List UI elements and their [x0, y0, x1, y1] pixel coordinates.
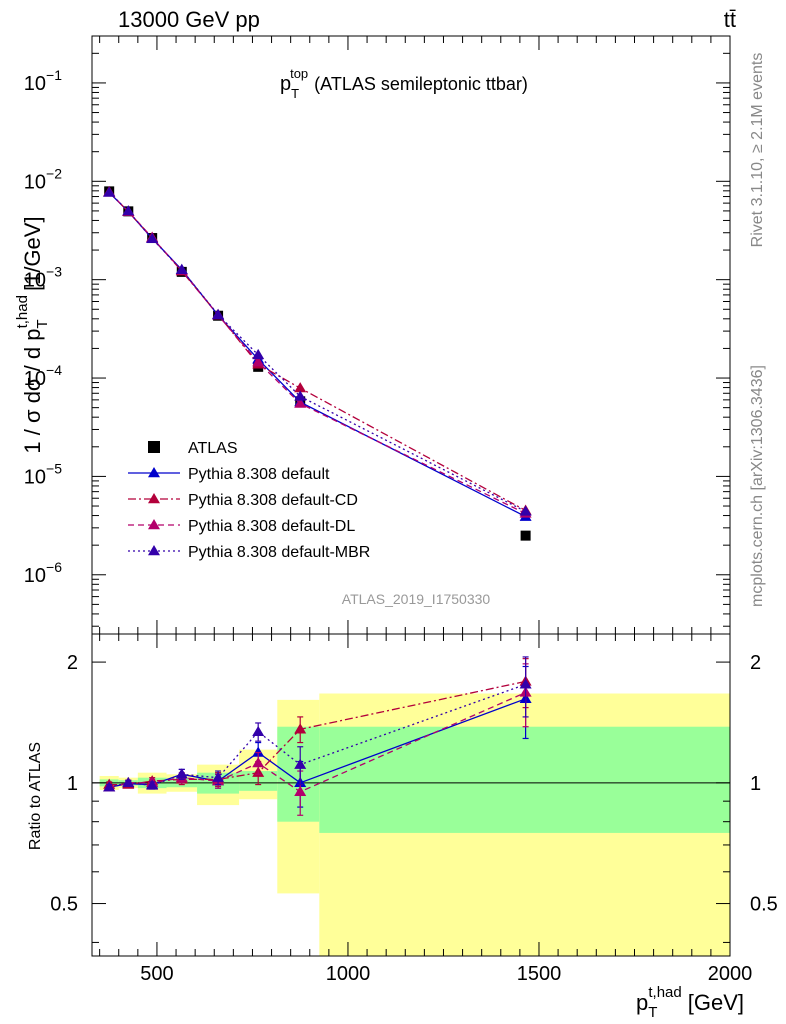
ratio-frame [91, 633, 731, 957]
main-panel: 10−610−510−410−310−210−1 pTtop(ATLAS sem… [14, 35, 731, 635]
data-point-pythia-8-308-default-mbr [122, 205, 135, 216]
main-title-superscript: top [290, 66, 308, 81]
legend-marker [148, 493, 160, 504]
ratio-y-tick-label: 1 [67, 773, 78, 795]
data-point-pythia-8-308-default-mbr [146, 232, 159, 244]
legend-label: Pythia 8.308 default-CD [188, 492, 358, 509]
y-axis-label-main: 1 / σ dσ / d p [20, 329, 45, 454]
y-tick-label: 10−4 [24, 362, 62, 390]
y-tick-label: 10−1 [24, 67, 62, 95]
ratio-plot-area [92, 656, 730, 956]
x-tick-label: 1000 [326, 963, 371, 985]
y-tick-label: 10−5 [24, 460, 62, 488]
data-point-pythia-8-308-default-mbr [294, 390, 307, 401]
ratio-point-pythia-8-308-default-dl [294, 785, 307, 796]
legend-label: Pythia 8.308 default [188, 466, 330, 483]
ratio-series-pythia-8-308-default-mbr [103, 656, 532, 792]
y-tick-label: 10−3 [24, 264, 62, 292]
data-point-pythia-8-308-default-dl [252, 356, 265, 367]
y-tick-label: 10−2 [24, 165, 62, 193]
data-point-pythia-8-308-default-mbr [175, 263, 188, 274]
main-title-rest: (ATLAS semileptonic ttbar) [314, 74, 528, 94]
legend-entry-atlas: ATLAS [148, 440, 238, 457]
ratio-ticks: 0.5 0.5 1 1 2 2 500 1000 1500 2000 [50, 634, 778, 985]
data-point-atlas [520, 530, 531, 541]
series-line-pythia-8-308-default-mbr [108, 192, 526, 513]
legend-marker [148, 467, 160, 478]
x-tick-label: 500 [140, 963, 173, 985]
legend-entry-pythia-8-308-default-cd: Pythia 8.308 default-CD [128, 492, 358, 509]
data-point-pythia-8-308-default-mbr [252, 348, 265, 360]
series-line-pythia-8-308-default-cd [108, 191, 526, 512]
x-axis-label-main: p [636, 990, 648, 1015]
ratio-point-pythia-8-308-default-mbr [294, 758, 307, 769]
ratio-point-pythia-8-308-default-cd [294, 723, 307, 734]
ratio-point-pythia-8-308-default-mbr [146, 779, 159, 790]
ratio-y-axis-label: Ratio to ATLAS [27, 742, 44, 850]
y-axis-label-unit: [1/GeV] [20, 216, 45, 291]
main-y-axis-label: 1 / σ dσ / d pTt,had [1/GeV] [14, 216, 51, 453]
ratio-line-pythia-8-308-default-dl [109, 691, 526, 793]
data-point-pythia-8-308-default-mbr [519, 505, 532, 516]
main-title-symbol: p [280, 73, 291, 95]
x-axis-label-superscript: t,had [648, 984, 681, 1001]
main-title: pTtop (ATLAS semileptonic ttbar) [280, 66, 528, 101]
legend-entry-pythia-8-308-default-mbr: Pythia 8.308 default-MBR [128, 544, 370, 561]
ratio-point-pythia-8-308-default-mbr [519, 678, 532, 689]
ratio-point-pythia-8-308-default-mbr [122, 776, 135, 788]
y-tick-label: 10−6 [24, 559, 62, 587]
main-y-ticks: 10−6 10−5 10−4 10−3 10−2 10−1 [24, 36, 731, 634]
ratio-y-tick-label-right: 0.5 [750, 894, 778, 916]
ratio-y-tick-label: 0.5 [50, 894, 78, 916]
ratio-point-pythia-8-308-default-mbr [175, 768, 188, 779]
ratio-point-pythia-8-308-default [252, 746, 265, 757]
legend-marker [148, 519, 160, 530]
ratio-point-pythia-8-308-default-mbr [212, 771, 225, 782]
main-title-subscript: T [291, 86, 299, 101]
series-atlas [104, 186, 531, 541]
legend-label: ATLAS [188, 440, 238, 457]
x-axis-label-unit: [GeV] [688, 990, 744, 1015]
y-axis-label-subscript: T [34, 319, 51, 328]
ratio-panel: 0.5 0.5 1 1 2 2 500 1000 1500 2000 Ratio to ATLAS… [27, 633, 778, 1021]
legend-marker [148, 545, 160, 556]
ratio-y-tick-label-right: 1 [750, 773, 761, 795]
legend-label: Pythia 8.308 default-DL [188, 518, 355, 535]
x-tick-label: 1500 [517, 963, 562, 985]
data-point-pythia-8-308-default-mbr [103, 186, 116, 197]
ratio-point-pythia-8-308-default-mbr [252, 725, 265, 737]
x-tick-label: 2000 [708, 963, 753, 985]
data-point-pythia-8-308-default-dl [294, 397, 307, 408]
legend-marker-atlas [148, 441, 160, 453]
ratio-point-pythia-8-308-default-dl [252, 757, 265, 768]
ratio-y-tick-label: 2 [67, 652, 78, 674]
rivet-version-label: Rivet 3.1.10, ≥ 2.1M events [749, 53, 766, 248]
legend-entry-pythia-8-308-default: Pythia 8.308 default [128, 466, 330, 483]
x-axis-label: pTt,had [GeV] [636, 984, 744, 1021]
analysis-id-label: ATLAS_2019_I1750330 [342, 591, 491, 607]
legend: ATLAS Pythia 8.308 default Pythia 8.308 de… [128, 440, 370, 561]
data-point-pythia-8-308-default-cd [294, 382, 307, 393]
mcplots-label: mcplots.cern.ch [arXiv:1306.3436] [749, 365, 766, 607]
legend-label: Pythia 8.308 default-MBR [188, 544, 370, 561]
y-axis-label-superscript: t,had [14, 295, 31, 328]
ratio-y-tick-label-right: 2 [750, 652, 761, 674]
ratio-point-pythia-8-308-default-mbr [103, 781, 116, 792]
data-point-pythia-8-308-default-mbr [212, 308, 225, 319]
series-pythia-8-308-default-mbr [103, 186, 532, 516]
uncertainty-band-green [319, 726, 730, 833]
header-collision-label: 13000 GeV pp [118, 7, 260, 32]
legend-entry-pythia-8-308-default-dl: Pythia 8.308 default-DL [128, 518, 355, 535]
main-plot-area [103, 185, 532, 541]
header-process-label: tt̄ [724, 7, 736, 32]
x-axis-label-subscript: T [648, 1004, 657, 1021]
